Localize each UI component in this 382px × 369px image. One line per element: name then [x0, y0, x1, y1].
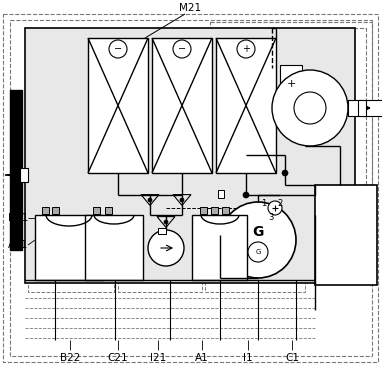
- Bar: [93, 207, 100, 214]
- Circle shape: [268, 201, 282, 215]
- Bar: [210, 22, 372, 197]
- Bar: [152, 38, 212, 173]
- Bar: [280, 65, 302, 103]
- Bar: [105, 207, 112, 214]
- Text: +: +: [242, 44, 250, 54]
- Bar: [35, 215, 103, 280]
- Bar: [222, 207, 229, 214]
- Bar: [218, 190, 224, 198]
- Bar: [348, 100, 382, 116]
- Text: C21: C21: [108, 353, 128, 363]
- Text: B22: B22: [60, 353, 80, 363]
- Circle shape: [272, 70, 348, 146]
- Circle shape: [164, 220, 168, 224]
- Bar: [205, 200, 305, 292]
- Circle shape: [243, 192, 249, 198]
- Bar: [218, 28, 366, 190]
- Circle shape: [282, 170, 288, 176]
- Text: G: G: [255, 249, 261, 255]
- Circle shape: [237, 40, 255, 58]
- Circle shape: [294, 92, 326, 124]
- Bar: [118, 200, 202, 292]
- Text: −: −: [178, 44, 186, 54]
- Bar: [315, 185, 377, 285]
- Text: 1: 1: [261, 199, 267, 207]
- Bar: [200, 207, 207, 214]
- Circle shape: [148, 230, 184, 266]
- Bar: [216, 38, 276, 173]
- Text: A21: A21: [8, 240, 28, 250]
- Bar: [358, 100, 366, 116]
- Text: 2: 2: [277, 199, 283, 207]
- Text: −: −: [114, 44, 122, 54]
- Text: +: +: [286, 79, 296, 89]
- Bar: [20, 168, 28, 182]
- Bar: [88, 38, 148, 173]
- Bar: [192, 215, 247, 280]
- Text: I1: I1: [243, 353, 253, 363]
- Text: I21: I21: [150, 353, 166, 363]
- Bar: [10, 90, 22, 250]
- Bar: [28, 200, 114, 292]
- Circle shape: [248, 242, 268, 262]
- Circle shape: [109, 40, 127, 58]
- Bar: [42, 207, 49, 214]
- Bar: [158, 228, 166, 234]
- Text: G: G: [253, 225, 264, 239]
- Text: B21: B21: [8, 213, 28, 223]
- Text: M21: M21: [179, 3, 201, 13]
- Bar: [85, 215, 143, 280]
- Bar: [25, 28, 355, 283]
- Circle shape: [220, 202, 296, 278]
- Circle shape: [180, 198, 184, 202]
- Circle shape: [173, 40, 191, 58]
- Text: A1: A1: [195, 353, 209, 363]
- Bar: [211, 207, 218, 214]
- Text: 3: 3: [268, 213, 274, 221]
- Text: C1: C1: [285, 353, 299, 363]
- Bar: [52, 207, 59, 214]
- Circle shape: [148, 198, 152, 202]
